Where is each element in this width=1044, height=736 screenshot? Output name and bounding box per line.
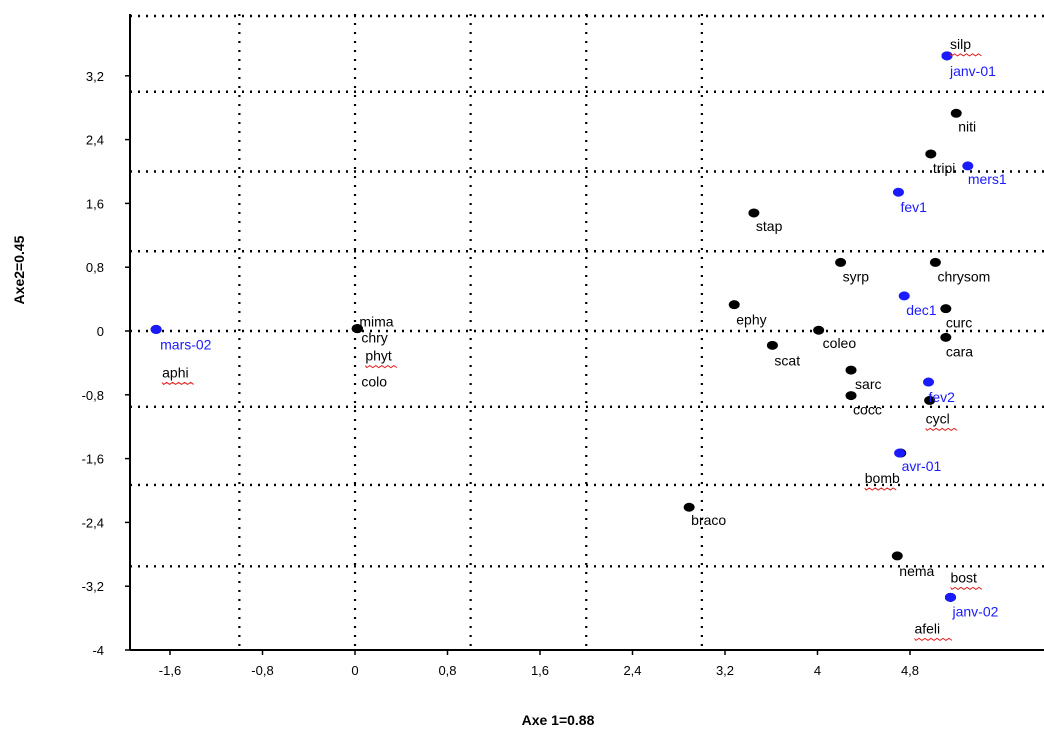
data-label: ephy bbox=[736, 312, 766, 328]
data-label: syrp bbox=[843, 268, 870, 284]
tick-labels: 3,2 2,4 1,6 0,8 0 -0,8 -1,6 -2,4 -3,2 -4 -1,6 -0,8 0… bbox=[82, 69, 919, 678]
data-point bbox=[728, 300, 740, 310]
y-tick-label: 1,6 bbox=[86, 196, 104, 211]
axes bbox=[125, 14, 1044, 655]
data-point bbox=[766, 340, 778, 350]
data-label: fev2 bbox=[929, 389, 956, 405]
data-label: afeli bbox=[914, 620, 940, 636]
data-label: mers1 bbox=[968, 171, 1007, 187]
data-label: mima bbox=[359, 314, 393, 330]
data-label: nema bbox=[899, 563, 934, 579]
data-label: niti bbox=[958, 118, 976, 134]
data-point bbox=[940, 332, 952, 342]
spellcheck-underline bbox=[925, 427, 958, 432]
y-tick-label: -2,4 bbox=[82, 515, 104, 530]
data-point bbox=[950, 108, 962, 118]
data-point bbox=[929, 257, 941, 267]
data-label: cocc bbox=[853, 402, 882, 418]
data-point bbox=[924, 395, 936, 405]
data-point bbox=[962, 161, 974, 171]
x-tick-label: 4 bbox=[814, 663, 821, 678]
y-tick-label: 0,8 bbox=[86, 260, 104, 275]
data-label: sarc bbox=[855, 376, 881, 392]
data-label: cycl bbox=[926, 410, 950, 426]
x-axis-title: Axe 1=0.88 bbox=[522, 712, 595, 728]
spellcheck-underline bbox=[161, 381, 194, 386]
data-label: stap bbox=[756, 218, 783, 234]
spellcheck-underline bbox=[864, 487, 897, 491]
y-tick-label: 3,2 bbox=[86, 69, 104, 84]
data-point bbox=[898, 291, 910, 301]
data-label: bomb bbox=[865, 470, 900, 486]
x-tick-label: 0,8 bbox=[438, 663, 456, 678]
data-point bbox=[748, 208, 760, 218]
spellcheck-underline bbox=[949, 53, 982, 57]
y-axis-title: Axe2=0.45 bbox=[11, 235, 27, 304]
data-point bbox=[940, 304, 952, 314]
data-label: janv-02 bbox=[951, 603, 998, 619]
data-label: bost bbox=[950, 569, 977, 585]
grid-lines bbox=[130, 14, 1044, 650]
data-label: chry bbox=[361, 330, 387, 346]
data-point bbox=[835, 257, 847, 267]
spellcheck-underline bbox=[364, 365, 398, 369]
data-label: cara bbox=[946, 343, 973, 359]
data-point bbox=[944, 592, 956, 602]
data-point bbox=[683, 502, 695, 512]
data-point bbox=[923, 377, 934, 387]
y-tick-label: -4 bbox=[92, 643, 104, 658]
data-point bbox=[925, 149, 937, 159]
data-point bbox=[150, 324, 162, 334]
y-tick-label: -0,8 bbox=[82, 388, 104, 403]
y-tick-label: 0 bbox=[97, 324, 104, 339]
x-tick-label: -1,6 bbox=[159, 663, 181, 678]
data-point bbox=[845, 365, 857, 375]
x-tick-label: 2,4 bbox=[623, 663, 641, 678]
x-tick-label: 3,2 bbox=[716, 663, 734, 678]
data-label: fev1 bbox=[900, 199, 927, 215]
data-label: tripi bbox=[933, 160, 956, 176]
data-point bbox=[894, 448, 906, 458]
data-label: coleo bbox=[823, 335, 857, 351]
y-tick-label: -1,6 bbox=[82, 452, 104, 467]
y-tick-label: 2,4 bbox=[86, 133, 104, 148]
data-point bbox=[845, 391, 857, 401]
data-point bbox=[813, 325, 825, 335]
x-tick-label: 4,8 bbox=[901, 663, 919, 678]
data-label: colo bbox=[361, 374, 387, 390]
x-tick-label: -0,8 bbox=[251, 663, 273, 678]
data-points bbox=[150, 51, 974, 602]
data-label: mars-02 bbox=[160, 336, 212, 352]
data-label: janv-01 bbox=[949, 63, 996, 79]
data-point bbox=[891, 551, 903, 561]
y-tick-label: -3,2 bbox=[82, 579, 104, 594]
data-label: avr-01 bbox=[902, 458, 942, 474]
data-point bbox=[941, 51, 953, 61]
data-label: braco bbox=[691, 512, 726, 528]
data-point bbox=[892, 187, 904, 197]
data-label: silp bbox=[950, 36, 971, 52]
data-label: curc bbox=[946, 315, 972, 331]
data-label: phyt bbox=[365, 348, 392, 364]
x-tick-label: 0 bbox=[351, 663, 358, 678]
data-label: aphi bbox=[162, 364, 188, 380]
data-label: dec1 bbox=[906, 302, 937, 318]
x-tick-label: 1,6 bbox=[531, 663, 549, 678]
data-label: chrysom bbox=[937, 268, 990, 284]
data-point bbox=[351, 324, 363, 334]
data-label: scat bbox=[774, 352, 800, 368]
spellcheck-underline bbox=[950, 586, 983, 591]
spellcheck-underline bbox=[914, 637, 953, 642]
